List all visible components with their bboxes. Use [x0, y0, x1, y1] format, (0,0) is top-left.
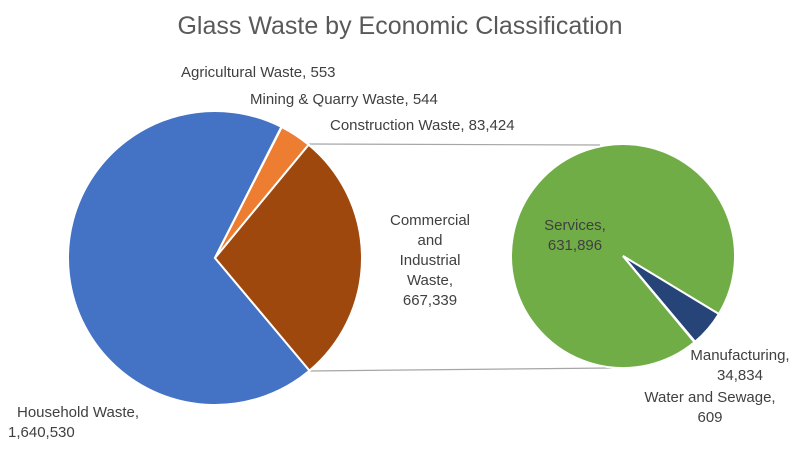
label-household: Household Waste, 1,640,530 [8, 403, 148, 443]
label-line: 609 [697, 409, 723, 426]
label-line: Waste, [406, 272, 454, 289]
primary-slice-household-waste [67, 110, 311, 406]
label-line: 1,640,530 [8, 424, 75, 441]
label-commercial: Commercial and Industrial Waste, 667,339 [380, 211, 480, 311]
label-line: 667,339 [402, 292, 458, 309]
label-construction: Construction Waste, 83,424 [330, 117, 515, 134]
label-agricultural: Agricultural Waste, 553 [181, 64, 336, 81]
label-line: Water and Sewage, [644, 389, 776, 406]
label-line: Household Waste, [16, 404, 139, 421]
label-line: Industrial [399, 252, 461, 269]
label-water: Water and Sewage, 609 [640, 388, 780, 428]
label-mining: Mining & Quarry Waste, 544 [250, 91, 438, 108]
label-manufacturing: Manufacturing, 34,834 [680, 346, 800, 386]
secondary-slice-water-and-sewage [622, 255, 697, 344]
connector-line [307, 143, 601, 146]
label-line: 34,834 [717, 367, 763, 384]
label-line: Commercial [389, 212, 470, 229]
label-line: 631,896 [547, 237, 603, 254]
label-line: and [417, 232, 443, 249]
label-line: Services, [544, 217, 606, 234]
chart-title: Glass Waste by Economic Classification [177, 12, 623, 40]
primary-slice-commercial-and-industrial-waste [213, 143, 363, 373]
label-services: Services, 631,896 [525, 216, 625, 256]
connector-line [307, 367, 613, 372]
label-line: Manufacturing, [690, 347, 790, 364]
